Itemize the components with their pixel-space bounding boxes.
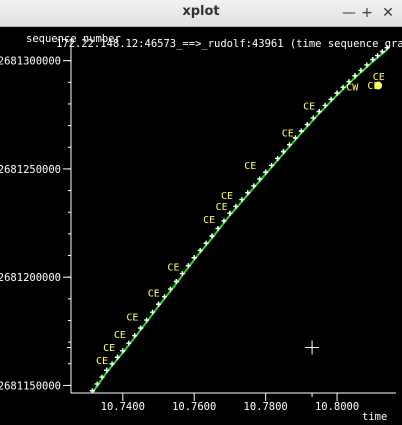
segment-mark (269, 162, 275, 168)
segment-mark (89, 388, 95, 394)
segment-mark (203, 240, 209, 246)
ce-label: CE (221, 191, 233, 202)
close-button[interactable]: ✕ (382, 5, 394, 21)
segment-mark (364, 62, 370, 68)
segment-mark (375, 53, 381, 59)
segment-mark (328, 96, 334, 102)
segment-mark (179, 271, 185, 277)
ce-label: CE (148, 289, 160, 300)
segment-mark (370, 57, 376, 63)
graph-header: 172.22.148.12:46573_==>_rudolf:43961 (ti… (56, 38, 402, 50)
ce-label: CE (114, 330, 126, 341)
ce-label: CE (126, 312, 138, 323)
ce-label: CE (216, 202, 228, 213)
ce-label: CE (167, 263, 179, 274)
segment-marks (89, 45, 390, 394)
ce-label: CE (367, 81, 379, 92)
segment-mark (358, 67, 364, 73)
time-sequence-graph[interactable]: sequence number 172.22.148.12:46573_==>_… (0, 27, 402, 425)
window-title: xplot (182, 4, 220, 19)
segment-mark (352, 73, 358, 79)
x-tick-label: 10.8000 (315, 401, 359, 413)
cw-dot (374, 81, 383, 90)
segment-mark (126, 340, 132, 346)
y-tick-label: 2681200000 (0, 272, 61, 284)
segment-mark (292, 135, 298, 141)
segment-mark (281, 149, 286, 155)
segment-mark (286, 142, 292, 148)
segment-mark (120, 348, 126, 354)
segment-mark (191, 255, 197, 261)
segment-mark (379, 49, 385, 55)
segment-mark (150, 309, 156, 315)
cw-label: CW (346, 83, 359, 94)
segment-mark (316, 109, 322, 115)
axis-ticks: 2681300000 2681250000 2681200000 2681150000… (0, 56, 359, 413)
segment-mark (109, 361, 115, 367)
y-axis-title: sequence number (26, 33, 121, 45)
segment-mark (322, 102, 328, 108)
ce-label: CE (96, 356, 108, 367)
segment-mark (99, 374, 105, 380)
x-tick-label: 10.7400 (101, 401, 145, 413)
segment-mark (132, 333, 138, 339)
segment-mark (304, 122, 310, 128)
segment-mark (156, 301, 161, 307)
crosshair-lines (305, 340, 320, 355)
title-bar[interactable]: xplot — + ✕ (0, 0, 402, 27)
segment-mark (257, 176, 263, 182)
x-tick-label: 10.7600 (172, 401, 216, 413)
ce-label: CE (244, 161, 256, 172)
segment-mark (310, 115, 316, 121)
segment-mark (104, 367, 110, 373)
segment-mark (340, 84, 346, 90)
segment-mark (209, 233, 215, 239)
minimize-button[interactable]: — (342, 5, 356, 21)
segment-mark (227, 210, 233, 216)
ack-path (91, 48, 388, 394)
segment-mark (263, 169, 269, 175)
x-tick-label: 10.7800 (244, 401, 288, 413)
ce-label: CE (282, 128, 294, 139)
segment-mark (298, 128, 304, 134)
segment-mark (144, 317, 150, 323)
segment-mark (346, 79, 352, 85)
ce-label: CE (303, 101, 315, 112)
segment-mark (251, 183, 257, 189)
segment-mark (334, 90, 340, 96)
y-tick-label: 2681150000 (0, 380, 61, 392)
segment-mark (161, 294, 167, 300)
segment-mark (233, 203, 239, 209)
segment-mark (239, 197, 245, 203)
y-tick-label: 2681300000 (0, 56, 61, 68)
segment-mark (384, 45, 390, 51)
segment-mark (94, 381, 100, 387)
segment-mark (173, 278, 179, 284)
y-tick-label: 2681250000 (0, 164, 61, 176)
maximize-button[interactable]: + (361, 5, 373, 21)
x-axis-title: time (362, 411, 387, 423)
segment-mark (275, 155, 281, 161)
segment-mark (245, 190, 251, 196)
segment-mark (221, 218, 227, 224)
crosshair-cursor-icon (67, 340, 320, 397)
ce-label: CE (103, 343, 115, 354)
segment-mark (185, 263, 191, 269)
ce-label: CE (203, 215, 215, 226)
segment-mark (114, 354, 120, 360)
ack-line (91, 48, 388, 394)
segment-mark (197, 247, 203, 253)
ce-label: CE (373, 72, 385, 83)
segment-mark (138, 325, 144, 331)
segment-mark (215, 225, 221, 231)
segment-mark (167, 286, 173, 292)
